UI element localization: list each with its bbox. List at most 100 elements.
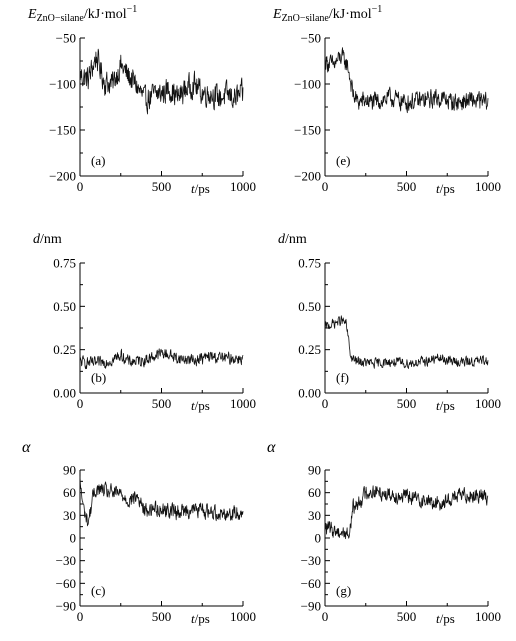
x-tick-label: 500 — [152, 179, 172, 194]
x-tick-label: 500 — [397, 609, 417, 624]
panel-label: (e) — [336, 153, 350, 168]
x-axis-label: t/ps — [436, 398, 455, 413]
y-tick-label: 0.25 — [298, 342, 321, 357]
y-tick-label: −90 — [301, 599, 321, 614]
y-tick-label: −90 — [56, 599, 76, 614]
y-axis-label-sub: ZnO−silane — [37, 13, 85, 24]
y-tick-label: −150 — [49, 123, 76, 138]
x-tick-label: 1000 — [475, 609, 501, 624]
series-line — [324, 315, 489, 370]
x-tick-label: 0 — [77, 179, 84, 194]
y-tick-label: 90 — [63, 463, 76, 478]
y-tick-label: 30 — [308, 508, 321, 523]
x-axis-label: t/ps — [191, 611, 210, 626]
panel-label: (g) — [336, 583, 351, 598]
x-tick-label: 1000 — [230, 609, 256, 624]
panel-label: (c) — [91, 583, 105, 598]
y-axis-label: d/nm — [33, 232, 62, 247]
x-axis-label: t/ps — [436, 181, 455, 196]
x-axis-label: t/ps — [436, 611, 455, 626]
y-tick-label: 90 — [308, 463, 321, 478]
y-axis-label: α — [22, 439, 31, 456]
y-axis-label-sub: ZnO−silane — [282, 13, 330, 24]
series-line — [79, 476, 244, 527]
y-tick-label: −30 — [56, 553, 76, 568]
y-axis-label: EZnO−silane/kJ·mol−1 — [27, 4, 137, 24]
y-tick-label: 0.50 — [298, 299, 321, 314]
y-axis-label-var: E — [272, 7, 282, 22]
y-tick-label: −100 — [294, 77, 321, 92]
y-axis-label-exp: −1 — [372, 4, 383, 15]
x-axis-label-var: t — [436, 181, 440, 196]
x-tick-label: 500 — [397, 396, 417, 411]
x-axis-label-unit: /ps — [195, 611, 210, 626]
y-axis-label: EZnO−silane/kJ·mol−1 — [272, 4, 382, 24]
x-axis-label-unit: /ps — [440, 398, 455, 413]
y-axis-label-unit: /kJ·mol — [329, 7, 372, 22]
y-axis-label-var: d — [278, 232, 286, 247]
y-tick-label: −100 — [49, 77, 76, 92]
y-tick-label: −30 — [301, 553, 321, 568]
x-axis-label-unit: /ps — [195, 398, 210, 413]
y-tick-label: 30 — [63, 508, 76, 523]
x-axis-label-unit: /ps — [440, 611, 455, 626]
y-tick-label: −60 — [56, 576, 76, 591]
x-tick-label: 1000 — [230, 396, 256, 411]
x-tick-label: 0 — [77, 396, 84, 411]
y-tick-label: −200 — [294, 169, 321, 184]
y-axis-label-unit: /kJ·mol — [84, 7, 127, 22]
x-tick-label: 0 — [322, 396, 329, 411]
x-tick-label: 1000 — [230, 179, 256, 194]
y-axis-label: α — [267, 439, 276, 456]
x-axis-label-var: t — [191, 611, 195, 626]
x-tick-label: 0 — [322, 179, 329, 194]
y-tick-label: 0.75 — [53, 256, 76, 271]
x-tick-label: 500 — [397, 179, 417, 194]
panel-b: 0.75 0.50 0.25 0.000 500 1000 t/ps d/nm (b) — [33, 232, 256, 413]
y-tick-label: 60 — [308, 485, 321, 500]
x-tick-label: 1000 — [475, 179, 501, 194]
y-tick-label: −50 — [301, 31, 321, 46]
x-axis-label-var: t — [191, 398, 195, 413]
y-tick-label: −200 — [49, 169, 76, 184]
x-tick-label: 0 — [322, 609, 329, 624]
panel-label: (a) — [91, 153, 105, 168]
x-tick-label: 500 — [152, 609, 172, 624]
y-tick-label: 0.25 — [53, 342, 76, 357]
y-tick-label: −60 — [301, 576, 321, 591]
y-axis-label-unit: /nm — [285, 232, 307, 247]
y-axis-label-unit: /nm — [40, 232, 62, 247]
panel-label: (b) — [91, 370, 106, 385]
y-tick-label: 0.50 — [53, 299, 76, 314]
x-axis-label: t/ps — [191, 181, 210, 196]
y-tick-label: 0.00 — [298, 386, 321, 401]
x-axis-label-var: t — [436, 398, 440, 413]
series-line — [324, 485, 489, 540]
y-tick-label: −50 — [56, 31, 76, 46]
x-axis-label: t/ps — [191, 398, 210, 413]
x-axis-label-unit: /ps — [195, 181, 210, 196]
x-tick-label: 500 — [152, 396, 172, 411]
x-tick-label: 0 — [77, 609, 84, 624]
x-axis-label-unit: /ps — [440, 181, 455, 196]
y-axis-label-var: E — [27, 7, 37, 22]
x-axis-label-var: t — [191, 181, 195, 196]
panel-label: (f) — [336, 370, 349, 385]
series-line — [324, 47, 489, 114]
x-tick-label: 1000 — [475, 396, 501, 411]
y-axis-label: d/nm — [278, 232, 307, 247]
panel-f: 0.75 0.50 0.25 0.000 500 1000 t/ps d/nm (f) — [278, 232, 501, 413]
y-tick-label: 0 — [315, 531, 322, 546]
x-axis-label-var: t — [436, 611, 440, 626]
y-tick-label: 60 — [63, 485, 76, 500]
y-tick-label: 0.00 — [53, 386, 76, 401]
y-axis-label-var: d — [33, 232, 41, 247]
y-tick-label: −150 — [294, 123, 321, 138]
series-line — [79, 48, 244, 115]
series-line — [79, 348, 244, 370]
